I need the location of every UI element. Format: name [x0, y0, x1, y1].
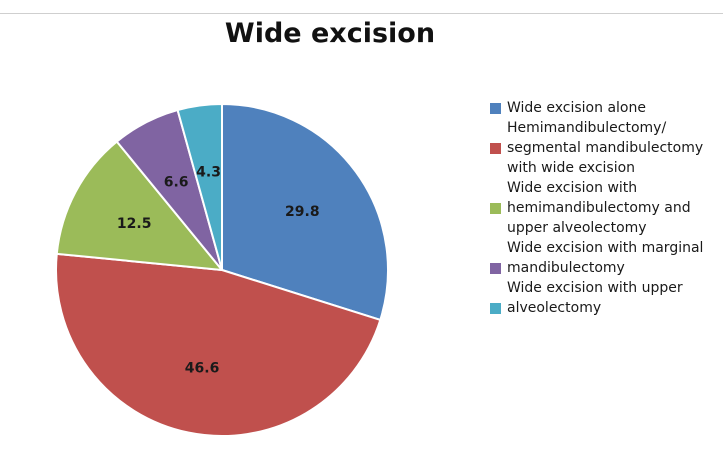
pie-slice: [55, 252, 382, 437]
pie-slice: [176, 102, 223, 271]
legend-item: Hemimandibulectomy/ segmental mandibulec…: [487, 118, 723, 178]
legend-item: Wide excision with marginal mandibulecto…: [487, 238, 723, 278]
pie-slice: [55, 140, 225, 272]
legend-item: Wide excision with upper alveolectomy: [487, 278, 723, 318]
legend-swatch: [490, 203, 501, 214]
legend-label: Wide excision with upper alveolectomy: [507, 280, 683, 316]
legend-swatch: [490, 103, 501, 114]
data-label: 46.6: [185, 361, 220, 377]
legend-label: Wide excision with marginal mandibulecto…: [507, 240, 704, 276]
chart-title: Wide excision: [224, 18, 436, 49]
pie-slice: [221, 102, 389, 322]
legend-item: Wide excision with hemimandibulectomy an…: [487, 178, 723, 238]
data-label: 4.3: [196, 164, 221, 180]
data-label: 12.5: [117, 216, 152, 232]
legend-swatch: [490, 303, 501, 314]
legend-label: Wide excision with hemimandibulectomy an…: [507, 180, 691, 236]
legend-label: Wide excision alone: [507, 100, 646, 116]
top-divider: [0, 13, 723, 14]
data-label: 6.6: [164, 175, 189, 191]
chart-legend: Wide excision alone Hemimandibulectomy/ s…: [487, 98, 723, 318]
data-label: 29.8: [285, 204, 320, 220]
legend-swatch: [490, 143, 501, 154]
legend-item: Wide excision alone: [487, 98, 723, 118]
legend-swatch: [490, 263, 501, 274]
legend-label: Hemimandibulectomy/ segmental mandibulec…: [507, 120, 704, 176]
